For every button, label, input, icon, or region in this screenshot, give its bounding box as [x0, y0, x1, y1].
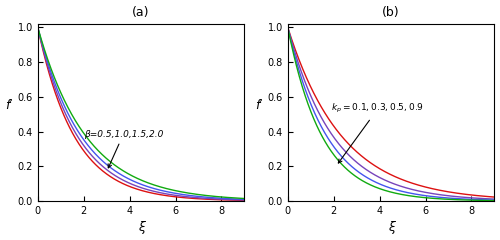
Y-axis label: f′: f′ — [6, 99, 13, 113]
Text: $k_p=0.1,0.3,0.5,0.9$: $k_p=0.1,0.3,0.5,0.9$ — [332, 102, 424, 163]
Title: (b): (b) — [382, 6, 400, 18]
Title: (a): (a) — [132, 6, 150, 18]
X-axis label: ξ: ξ — [138, 222, 144, 234]
X-axis label: ξ: ξ — [388, 222, 394, 234]
Y-axis label: f′: f′ — [256, 99, 263, 113]
Text: β=0.5,1.0,1.5,2.0: β=0.5,1.0,1.5,2.0 — [84, 130, 163, 168]
